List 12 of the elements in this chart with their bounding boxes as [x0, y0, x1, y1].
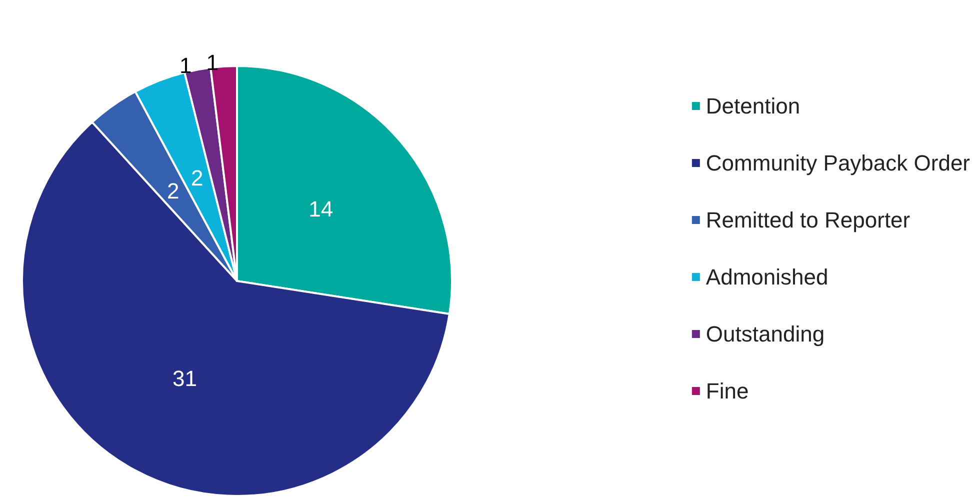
legend-label: Outstanding	[706, 322, 825, 346]
data-label: 1	[206, 50, 219, 75]
legend-label: Fine	[706, 378, 749, 404]
data-label: 1	[180, 53, 192, 78]
legend-label: Remitted to Reporter	[706, 208, 910, 232]
legend-label: Community Payback Order	[706, 150, 970, 176]
data-label: 14	[308, 196, 334, 222]
legend-label: Admonished	[706, 264, 828, 290]
data-label: 2	[190, 165, 204, 190]
data-label: 31	[172, 366, 197, 391]
data-label: 2	[167, 178, 180, 204]
legend-label: Detention	[706, 94, 800, 118]
